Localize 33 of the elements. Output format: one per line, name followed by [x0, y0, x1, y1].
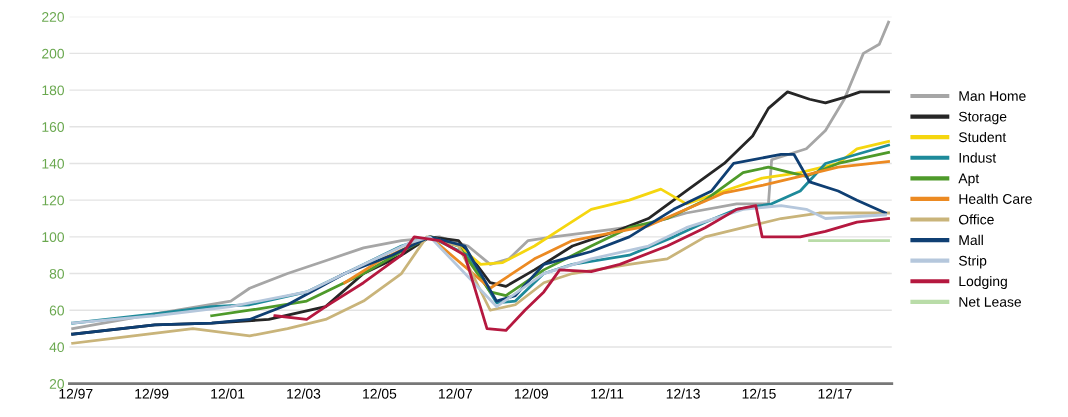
y-tick-label: 160: [42, 122, 65, 132]
legend-label: Lodging: [959, 276, 1007, 289]
legend-label: Health Care: [959, 193, 1032, 204]
x-tick-label: 12/05: [363, 388, 397, 399]
x-tick-label: 12/01: [211, 388, 245, 399]
legend-label: Student: [958, 131, 1007, 143]
y-tick-label: 220: [42, 12, 65, 22]
y-tick-label: 40: [49, 342, 65, 353]
legend-label: Office: [958, 214, 994, 225]
y-tick-label: 20: [49, 378, 65, 389]
legend-label: Apt: [958, 173, 980, 187]
y-tick-label: 180: [42, 85, 65, 96]
y-tick-label: 200: [42, 48, 65, 59]
legend-label: Strip: [958, 255, 987, 269]
y-tick-label: 60: [49, 305, 65, 316]
x-tick-label: 12/03: [287, 388, 321, 399]
legend-label: Net Lease: [959, 297, 1022, 307]
y-tick-label: 140: [42, 158, 65, 169]
x-tick-label: 12/09: [514, 388, 548, 399]
x-tick-label: 12/97: [59, 388, 93, 399]
x-tick-label: 12/13: [666, 388, 700, 399]
x-tick-label: 12/99: [135, 388, 169, 399]
y-tick-label: 80: [49, 268, 65, 279]
x-tick-label: 12/15: [742, 388, 776, 399]
x-tick-label: 12/17: [818, 388, 852, 399]
legend-label: Storage: [958, 111, 1007, 125]
x-tick-label: 12/11: [591, 388, 624, 399]
legend-label: Man Home: [959, 91, 1026, 101]
x-tick-label: 12/07: [438, 388, 472, 399]
y-tick-label: 120: [42, 195, 65, 206]
legend-label: Mall: [959, 234, 983, 246]
legend-label: Indust: [959, 152, 997, 163]
y-tick-label: 100: [42, 232, 65, 243]
